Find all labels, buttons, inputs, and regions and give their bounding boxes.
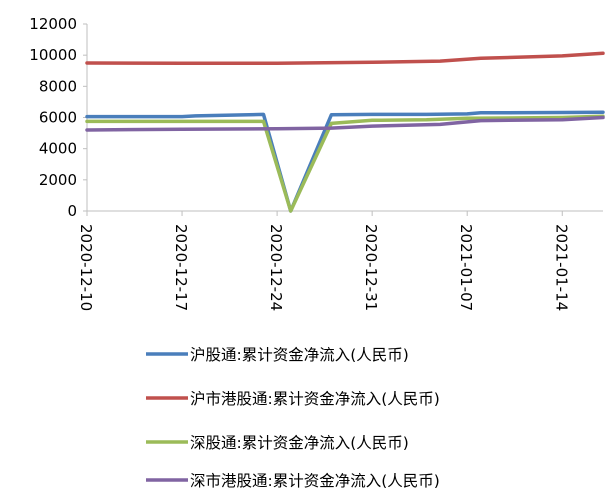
y-tick-label: 10000 (29, 46, 77, 64)
y-axis: 0 2000 4000 6000 8000 10000 12000 (29, 15, 88, 220)
x-tick-label: 2020-12-17 (172, 224, 190, 311)
y-tick-label: 12000 (29, 15, 77, 33)
legend-label-4: 深市港股通:累计资金净流入(人民币) (190, 472, 440, 490)
series-line-4 (85, 115, 605, 132)
y-tick-label: 2000 (39, 171, 77, 189)
y-tick-label: 0 (67, 202, 77, 220)
x-tick-label: 2020-12-10 (77, 224, 95, 311)
x-tick-label: 2020-12-31 (362, 224, 380, 311)
series-line-3 (85, 114, 605, 213)
y-tick-label: 4000 (39, 140, 77, 158)
x-axis: 2020-12-10 2020-12-17 2020-12-24 2020-12-31… (77, 210, 603, 311)
legend-label-3: 深股通:累计资金净流入(人民币) (190, 434, 409, 452)
legend-label-2: 沪市港股通:累计资金净流入(人民币) (190, 390, 440, 408)
x-tick-label: 2021-01-14 (552, 224, 570, 311)
series-line-2 (85, 51, 605, 66)
series-layer (85, 51, 605, 213)
y-tick-label: 6000 (39, 109, 77, 127)
legend: 沪股通:累计资金净流入(人民币) 沪市港股通:累计资金净流入(人民币) 深股通:累计… (146, 346, 440, 490)
legend-label-1: 沪股通:累计资金净流入(人民币) (190, 346, 409, 364)
y-tick-label: 8000 (39, 77, 77, 95)
x-tick-label: 2021-01-07 (457, 224, 475, 311)
series-line-1 (85, 110, 605, 213)
x-tick-label: 2020-12-24 (267, 224, 285, 311)
